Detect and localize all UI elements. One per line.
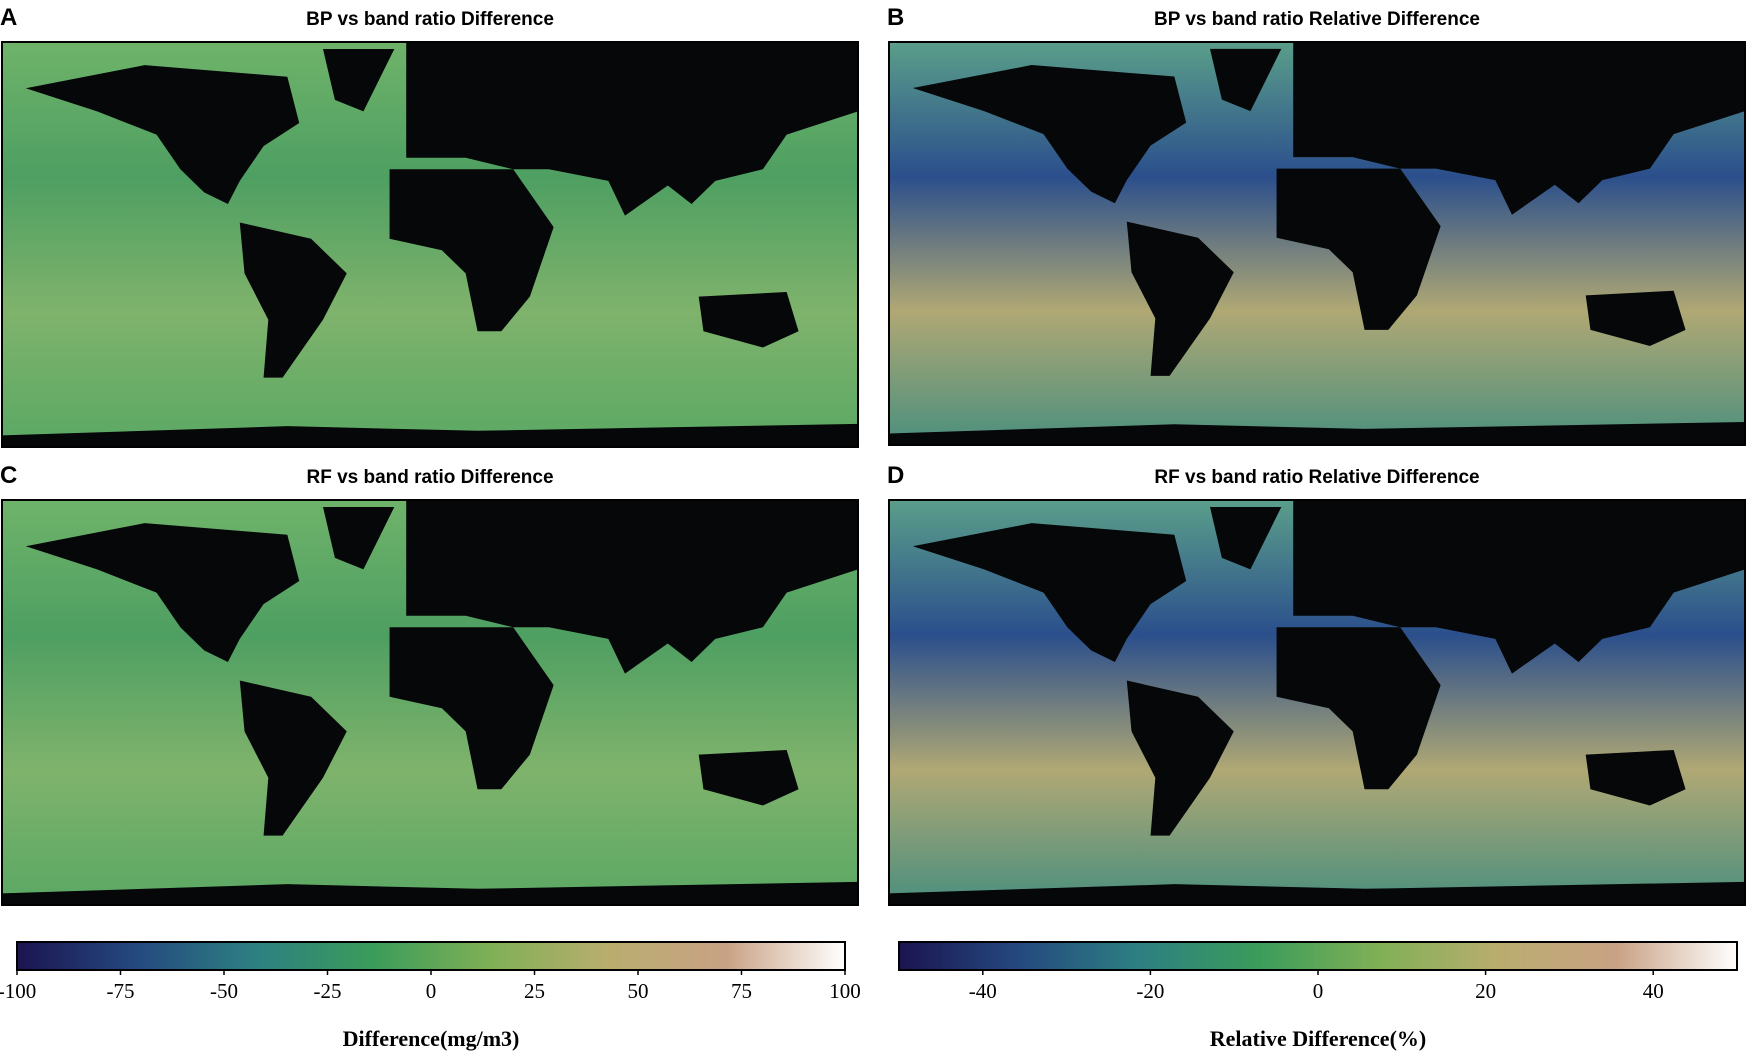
- map-frame: [888, 41, 1746, 446]
- colorbar: [16, 941, 846, 971]
- tick-label: -75: [107, 979, 135, 1003]
- tick-label: 40: [1643, 979, 1664, 1003]
- map-frame: [1, 499, 859, 906]
- map: [1, 41, 859, 448]
- map: [888, 41, 1746, 446]
- tick-label: 25: [524, 979, 545, 1003]
- map-frame: [1, 41, 859, 448]
- panel-letter: A: [0, 4, 17, 31]
- tick-label: 75: [731, 979, 752, 1003]
- panel-title: BP vs band ratio Relative Difference: [1154, 9, 1480, 30]
- map: [1, 499, 859, 906]
- tick-label: 0: [426, 979, 437, 1003]
- panel-letter: B: [887, 4, 904, 31]
- tick-label: 20: [1475, 979, 1496, 1003]
- map: [888, 499, 1746, 906]
- colorbar: [898, 941, 1738, 971]
- tick-label: -25: [314, 979, 342, 1003]
- tick-label: -100: [0, 979, 36, 1003]
- tick-label: -40: [969, 979, 997, 1003]
- panel-title: RF vs band ratio Relative Difference: [1154, 467, 1479, 488]
- tick-label: 0: [1313, 979, 1324, 1003]
- map-frame: [888, 499, 1746, 906]
- tick-label: 50: [628, 979, 649, 1003]
- tick-label: 100: [829, 979, 861, 1003]
- tick-label: -20: [1136, 979, 1164, 1003]
- panel-letter: C: [0, 462, 17, 489]
- colorbar-label: Relative Difference(%): [1210, 1026, 1426, 1051]
- tick-label: -50: [210, 979, 238, 1003]
- colorbar-label: Difference(mg/m3): [343, 1026, 520, 1051]
- panel-title: BP vs band ratio Difference: [306, 9, 554, 30]
- panel-letter: D: [887, 462, 904, 489]
- panel-title: RF vs band ratio Difference: [306, 467, 553, 488]
